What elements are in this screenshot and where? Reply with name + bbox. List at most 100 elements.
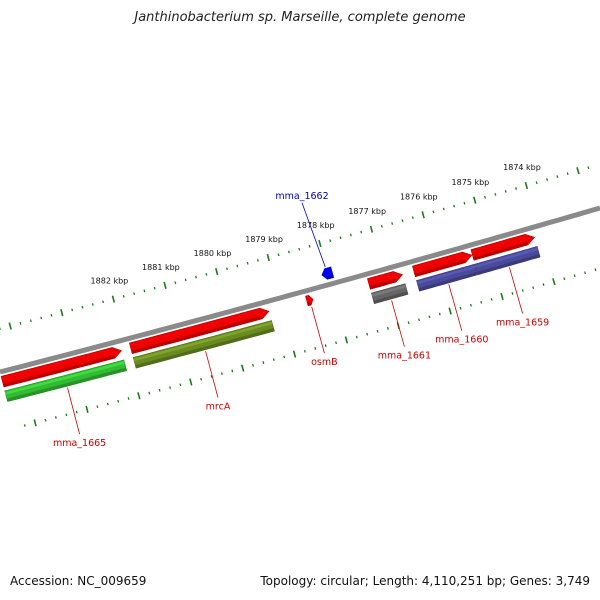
gene-label[interactable]: mma_1665	[53, 438, 106, 449]
tick-minor	[511, 292, 514, 295]
tick-minor	[366, 332, 369, 336]
tick-major	[473, 196, 477, 204]
gene-track	[0, 233, 541, 402]
tick-minor	[339, 236, 342, 240]
tick-minor	[349, 233, 352, 237]
gene-mma_1665-orf-shadow	[6, 367, 127, 402]
gene-mrcA-orf-shadow	[135, 328, 275, 369]
tick-minor	[556, 175, 559, 178]
outer-tick-track: 1874 kbp 1875 kbp 1876 kbp 1877 kbp 1878 kbp…	[0, 163, 590, 330]
tick-minor	[200, 377, 203, 381]
tick-major	[8, 322, 12, 330]
tick-major	[215, 267, 219, 276]
gene-label[interactable]: osmB	[311, 357, 338, 368]
tick-major	[524, 181, 529, 190]
tick-major	[552, 278, 556, 286]
gene-mma_1661-orf-shadow	[373, 291, 408, 304]
tick-minor	[355, 335, 358, 339]
gene-mma_1661-cds-shadow	[369, 279, 396, 290]
tick-minor	[573, 274, 576, 278]
tick-minor	[494, 193, 497, 196]
gene-mma_1660-orf-highlight	[416, 265, 476, 285]
genome-summary-text: Topology: circular; Length: 4,110,251 bp…	[260, 574, 590, 588]
tick-minor	[29, 319, 32, 323]
tick-minor	[23, 424, 26, 427]
tick-minor	[335, 341, 338, 345]
map-title: Janthinobacterium sp. Marseille, complet…	[134, 10, 466, 25]
tick-minor	[117, 399, 120, 403]
tick-minor	[179, 383, 182, 387]
tick-minor	[432, 210, 435, 214]
tick-minor	[184, 278, 187, 282]
tick-label: 1881 kbp	[142, 263, 180, 272]
tick-minor	[469, 303, 472, 307]
tick-minor	[96, 405, 99, 409]
tick-label: 1875 kbp	[452, 178, 490, 187]
tick-minor	[246, 261, 249, 265]
tick-label: 1879 kbp	[245, 235, 283, 244]
tick-minor	[386, 327, 389, 330]
tick-minor	[484, 195, 487, 199]
tick-minor	[174, 281, 177, 285]
gene-mma_1662-cds-highlight	[324, 268, 332, 273]
gene-mma_1661-orf-highlight	[371, 284, 407, 297]
tick-minor	[504, 190, 507, 193]
tick-minor	[391, 222, 394, 225]
inner-tick-track	[23, 268, 597, 427]
tick-major	[189, 378, 193, 386]
gene-osmB-cds-shadow	[307, 302, 312, 306]
tick-label: 1874 kbp	[503, 163, 541, 172]
tick-minor	[75, 410, 78, 414]
tick-minor	[148, 391, 151, 395]
tick-major	[500, 292, 504, 301]
tick-minor	[287, 250, 290, 254]
gene-mma_1661-cds-highlight	[367, 272, 395, 283]
tick-minor	[380, 224, 383, 228]
gene-mrcA-cds-shadow	[131, 315, 263, 354]
gene-label[interactable]: mma_1661	[378, 351, 431, 362]
tick-minor	[546, 178, 549, 181]
tick-minor	[303, 349, 306, 353]
tick-minor	[490, 298, 493, 301]
tick-minor	[532, 286, 535, 289]
tick-minor	[515, 187, 518, 190]
tick-minor	[91, 303, 94, 306]
tick-minor	[158, 388, 161, 392]
tick-major	[85, 405, 89, 413]
tick-major	[344, 336, 349, 344]
tick-minor	[195, 275, 197, 279]
tick-minor	[283, 355, 286, 359]
gene-label[interactable]: mma_1659	[496, 318, 549, 329]
tick-minor	[594, 268, 597, 272]
tick-minor	[226, 267, 228, 271]
tick-major	[137, 392, 141, 400]
tick-label: 1882 kbp	[91, 277, 129, 286]
tick-minor	[542, 283, 545, 286]
tick-minor	[535, 181, 538, 184]
tick-major	[421, 211, 425, 219]
tick-label: 1878 kbp	[297, 221, 335, 230]
tick-minor	[133, 292, 136, 296]
tick-label: 1876 kbp	[400, 192, 438, 201]
tick-minor	[272, 358, 275, 362]
gene-mma_1659-cds-shadow	[473, 241, 528, 261]
tick-minor	[480, 300, 483, 304]
tick-minor	[54, 416, 57, 419]
tick-minor	[442, 207, 445, 211]
tick-major	[266, 253, 270, 262]
tick-minor	[220, 372, 223, 376]
tick-minor	[262, 361, 265, 364]
tick-major	[163, 281, 167, 290]
gene-label[interactable]: mma_1660	[435, 335, 488, 346]
gene-label[interactable]: mma_1662	[275, 191, 328, 202]
gene-label[interactable]: mrcA	[206, 402, 231, 413]
tick-major	[33, 419, 37, 427]
gene-mma_1660-leader	[448, 284, 463, 331]
tick-minor	[44, 418, 47, 422]
tick-label: 1880 kbp	[194, 249, 232, 258]
tick-minor	[587, 166, 590, 170]
tick-major	[241, 364, 245, 372]
tick-minor	[65, 413, 68, 417]
gene-mma_1662-cds-shadow	[326, 274, 334, 280]
tick-minor	[453, 204, 456, 208]
